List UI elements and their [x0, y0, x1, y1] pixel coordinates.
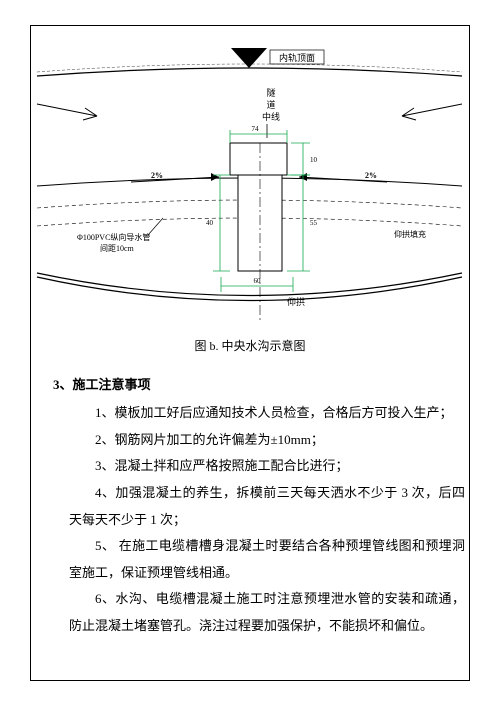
note-item-3: 3、混凝土拌和应严格按照施工配合比进行；: [35, 453, 465, 480]
left-slope: 2%: [151, 171, 163, 180]
note-item-1: 1、模板加工好后应通知技术人员检查，合格后方可投入生产；: [35, 400, 465, 427]
note-item-2: 2、钢筋网片加工的允许偏差为±10mm；: [35, 427, 465, 454]
center-label-3: 中线: [262, 111, 280, 122]
diagram: 内轨顶面 隧 道 中线 2%: [35, 30, 465, 328]
center-label-2: 道: [266, 99, 275, 110]
dim-r1: 10: [310, 156, 318, 164]
pipe-label-1: Φ100PVC纵向导水管: [77, 232, 150, 242]
page-frame: 内轨顶面 隧 道 中线 2%: [30, 25, 470, 681]
note-item-5: 5、 在施工电缆槽槽身混凝土时要结合各种预埋管线图和预埋洞室施工，保证预埋管线相…: [35, 533, 465, 586]
dim-top: 74: [252, 125, 260, 133]
note-item-4: 4、加强混凝土的养生，拆模前三天每天洒水不少于 3 次，后四天每天不少于 1 次…: [35, 480, 465, 533]
section-title: 3、施工注意事项: [35, 372, 465, 398]
note-item-6: 6、水沟、电缆槽混凝土施工时注意预埋泄水管的安装和疏通，防止混凝土堵塞管孔。浇注…: [35, 586, 465, 639]
dim-r2: 55: [310, 219, 318, 227]
bottom-label: 仰拱: [287, 296, 305, 307]
central-channel-diagram: 内轨顶面 隧 道 中线 2%: [35, 30, 464, 328]
diagram-caption: 图 b. 中央水沟示意图: [35, 334, 465, 358]
dim-l: 40: [206, 219, 214, 227]
center-label-1: 隧: [266, 87, 275, 98]
right-slope: 2%: [365, 171, 377, 180]
fill-label: 仰拱填充: [394, 229, 426, 239]
top-label: 内轨顶面: [279, 52, 315, 63]
pipe-label-2: 间距10cm: [100, 244, 135, 253]
